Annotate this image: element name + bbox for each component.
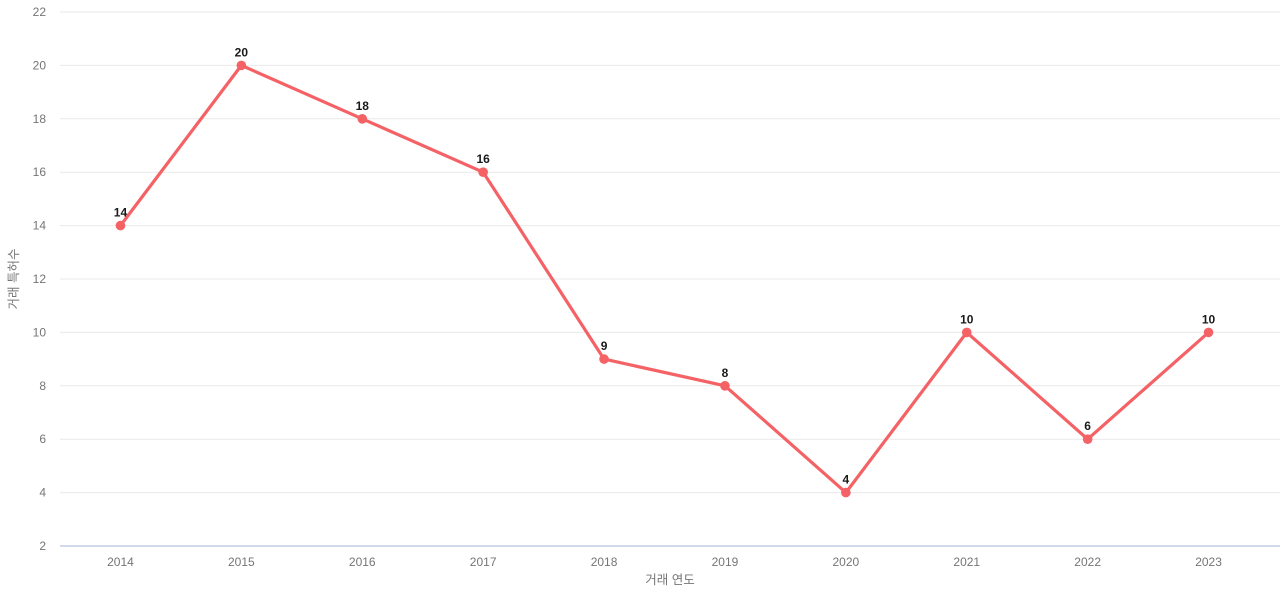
- x-tick-label-2021: 2021: [953, 555, 980, 569]
- point-label-2021: 10: [960, 312, 974, 326]
- y-tick-label-22: 22: [33, 5, 47, 19]
- data-point-2016[interactable]: [357, 114, 368, 124]
- y-tick-label-2: 2: [39, 539, 46, 553]
- data-point-2017[interactable]: [478, 167, 488, 177]
- x-tick-label-2018: 2018: [591, 555, 618, 569]
- point-label-2022: 6: [1084, 419, 1091, 433]
- y-axis-title: 거래 특허수: [7, 249, 21, 310]
- point-label-2017: 16: [476, 152, 490, 166]
- point-label-2019: 8: [722, 366, 729, 380]
- x-tick-label-2020: 2020: [832, 555, 859, 569]
- point-label-2018: 9: [601, 339, 608, 353]
- data-point-2021[interactable]: [961, 327, 972, 338]
- data-point-2014[interactable]: [115, 220, 126, 231]
- data-point-2018[interactable]: [599, 354, 609, 364]
- x-tick-label-2017: 2017: [470, 555, 497, 569]
- data-point-2020[interactable]: [841, 487, 851, 498]
- y-tick-label-4: 4: [39, 486, 46, 500]
- point-label-2016: 18: [356, 99, 370, 113]
- data-point-2015[interactable]: [236, 60, 247, 71]
- x-tick-label-2022: 2022: [1074, 555, 1101, 569]
- y-tick-label-20: 20: [33, 58, 47, 72]
- point-labels-layer: 14 20 18 16 9 8 4 10 6 10: [114, 45, 1216, 486]
- x-axis-title: 거래 연도: [645, 573, 694, 587]
- y-tick-label-10: 10: [33, 325, 47, 339]
- y-tick-label-18: 18: [33, 112, 47, 126]
- y-tick-label-16: 16: [33, 165, 47, 179]
- series-line: [118, 63, 1211, 495]
- point-label-2015: 20: [235, 45, 249, 59]
- y-tick-label-12: 12: [33, 272, 47, 286]
- point-label-2014: 14: [114, 206, 128, 220]
- gridlines-layer: [60, 11, 1280, 547]
- point-label-2020: 4: [843, 473, 850, 487]
- x-tick-label-2016: 2016: [349, 555, 376, 569]
- data-point-2023[interactable]: [1203, 327, 1214, 338]
- x-tick-label-2023: 2023: [1195, 555, 1222, 569]
- y-tick-label-6: 6: [39, 432, 46, 446]
- line-series-layer: [115, 60, 1214, 498]
- x-tick-label-2019: 2019: [712, 555, 739, 569]
- data-point-2019[interactable]: [720, 381, 730, 391]
- x-tick-label-2014: 2014: [107, 555, 134, 569]
- y-tick-label-8: 8: [39, 379, 46, 393]
- x-tick-label-2015: 2015: [228, 555, 255, 569]
- data-point-2022[interactable]: [1082, 434, 1093, 445]
- y-tick-label-14: 14: [33, 219, 47, 233]
- point-label-2023: 10: [1202, 312, 1216, 326]
